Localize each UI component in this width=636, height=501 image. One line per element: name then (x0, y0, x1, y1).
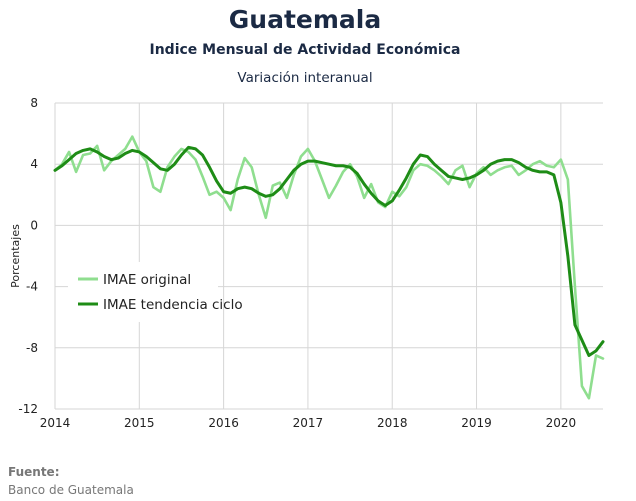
x-tick-label: 2014 (40, 416, 71, 430)
source-value: Banco de Guatemala (8, 483, 134, 497)
series-line-imae-tendencia-ciclo (53, 145, 605, 357)
chart-subtitle: Indice Mensual de Actividad Económica (150, 42, 461, 58)
x-axis-ticks: 2014 2015 2016 2017 2018 2019 2020 (40, 416, 576, 430)
chart-subtitle-2: Variación interanual (237, 70, 372, 86)
x-tick-label: 2019 (461, 416, 492, 430)
legend-label-original: IMAE original (103, 272, 191, 288)
legend: IMAE original IMAE tendencia ciclo (68, 262, 243, 322)
y-tick-label: 0 (30, 218, 38, 232)
legend-background (68, 262, 218, 322)
x-tick-label: 2018 (377, 416, 408, 430)
y-tick-label: 4 (30, 157, 38, 171)
y-tick-label: -12 (18, 402, 38, 416)
x-tick-label: 2020 (546, 416, 577, 430)
x-tick-label: 2015 (124, 416, 155, 430)
y-axis-ticks: 8 4 0 -4 -8 -12 (18, 96, 38, 416)
x-tick-label: 2017 (293, 416, 324, 430)
y-axis-label: Porcentajes (9, 224, 22, 288)
source-label: Fuente: (8, 465, 60, 479)
y-tick-label: 8 (30, 96, 38, 110)
series-line-imae-original (53, 135, 605, 400)
legend-label-trend: IMAE tendencia ciclo (103, 297, 243, 313)
x-tick-label: 2016 (208, 416, 239, 430)
series-lines (53, 135, 605, 400)
chart-title: Guatemala (229, 5, 381, 34)
y-tick-label: -4 (26, 280, 38, 294)
y-tick-label: -8 (26, 341, 38, 355)
